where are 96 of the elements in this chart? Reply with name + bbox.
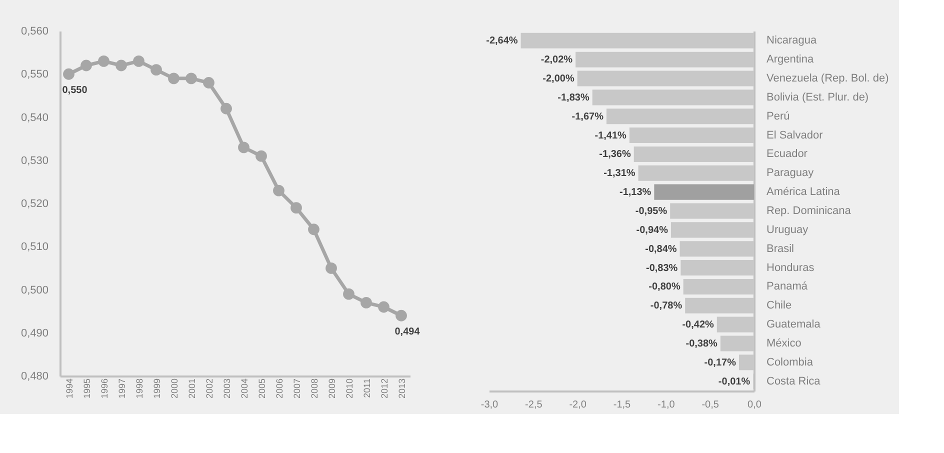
y-tick-label: 0,530 — [20, 154, 48, 167]
data-label: -0,84% — [645, 244, 677, 255]
data-label: -0,17% — [704, 357, 736, 368]
y-tick-label: Panamá — [766, 280, 808, 293]
data-label: -0,95% — [635, 206, 668, 217]
point — [80, 60, 92, 72]
y-tick-label: El Salvador — [766, 129, 824, 142]
x-tick-label: 2002 — [204, 378, 214, 399]
x-tick-label: 2005 — [256, 378, 267, 399]
point — [116, 60, 127, 72]
x-tick-label: 2000 — [169, 378, 180, 399]
y-tick-label: Ecuador — [766, 148, 808, 160]
y-tick-label: Colombia — [766, 356, 814, 368]
data-label: 0,550 — [62, 85, 88, 96]
point — [133, 56, 144, 67]
point — [168, 72, 180, 84]
y-tick-label: 0,520 — [20, 198, 48, 210]
x-tick-label: -1,5 — [613, 400, 632, 410]
point — [203, 77, 214, 88]
x-tick-label: 2008 — [309, 378, 320, 399]
x-tick-label: 1997 — [116, 378, 127, 399]
point — [396, 310, 407, 322]
data-label: -0,80% — [648, 282, 680, 293]
x-tick-label: 2001 — [186, 378, 197, 399]
y-tick-label: México — [766, 337, 802, 350]
point — [238, 142, 250, 154]
x-tick-label: 0,0 — [748, 400, 762, 410]
y-tick-label: Guatemala — [766, 318, 822, 331]
x-tick-label: 2004 — [239, 378, 250, 399]
point — [150, 64, 162, 76]
y-tick-label: Paraguay — [766, 167, 814, 180]
x-tick-label: 2006 — [274, 378, 284, 399]
data-label: -2,02% — [540, 54, 573, 66]
x-tick-label: -2,5 — [525, 400, 543, 410]
data-label: -0,78% — [650, 300, 682, 312]
data-label: -1,31% — [604, 168, 636, 180]
x-tick-label: 2010 — [344, 378, 354, 399]
x-tick-label: -2,0 — [569, 400, 587, 410]
y-tick-label: Nicaragua — [766, 34, 818, 47]
x-tick-label: 2003 — [222, 378, 232, 399]
data-label: -1,41% — [594, 130, 627, 142]
x-tick-label: 2009 — [326, 378, 337, 399]
point — [360, 297, 372, 308]
y-tick-label: Costa Rica — [766, 375, 822, 388]
y-tick-label: 0,480 — [20, 370, 48, 382]
y-tick-label: 0,550 — [20, 68, 48, 81]
y-tick-label: 0,490 — [20, 327, 48, 340]
y-tick-label: Rep. Dominicana — [766, 205, 852, 217]
y-tick-label: Uruguay — [766, 224, 809, 236]
point — [308, 224, 320, 236]
x-tick-label: -0,5 — [702, 400, 720, 410]
y-tick-label: América Latina — [766, 186, 841, 198]
point — [220, 102, 232, 114]
y-tick-label: Chile — [766, 300, 792, 312]
x-tick-label: -3,0 — [480, 400, 499, 410]
data-label: -1,36% — [599, 149, 631, 160]
x-tick-label: 2007 — [292, 378, 302, 399]
data-label: -1,13% — [619, 187, 652, 198]
y-tick-label: 0,560 — [20, 26, 48, 38]
point — [378, 301, 390, 313]
data-label: -1,83% — [558, 92, 590, 104]
data-label: -2,64% — [486, 36, 518, 47]
data-label: -1,67% — [572, 111, 604, 122]
y-tick-label: Perú — [766, 110, 790, 122]
x-tick-label: 2011 — [362, 378, 372, 398]
x-tick-label: 1996 — [99, 378, 110, 399]
data-label: -0,94% — [636, 224, 668, 236]
y-tick-label: Honduras — [766, 262, 815, 274]
data-label: -0,42% — [682, 320, 714, 331]
y-tick-label: Argentina — [766, 54, 814, 66]
y-tick-label: 0,540 — [20, 112, 48, 124]
point — [326, 262, 337, 274]
point — [98, 56, 110, 67]
y-tick-label: Brasil — [766, 242, 794, 255]
point — [256, 150, 267, 162]
point — [186, 72, 197, 84]
data-label: -2,00% — [542, 74, 574, 85]
data-label: 0,494 — [394, 326, 420, 338]
x-tick-label: 1998 — [134, 378, 144, 399]
x-tick-label: 1995 — [82, 378, 92, 399]
data-label: -0,38% — [686, 338, 718, 350]
x-tick-label: 1994 — [64, 378, 74, 399]
point — [290, 202, 302, 214]
y-tick-label: 0,500 — [20, 284, 48, 296]
y-tick-label: Bolivia (Est. Plur. de) — [766, 91, 869, 104]
point — [343, 288, 354, 300]
x-tick-label: 2013 — [396, 378, 407, 399]
y-tick-label: Venezuela (Rep. Bol. de) — [766, 72, 889, 85]
point — [273, 184, 284, 196]
point — [63, 68, 74, 80]
x-tick-label: 1999 — [152, 378, 162, 399]
y-tick-label: 0,510 — [20, 241, 48, 254]
x-tick-label: 2012 — [379, 378, 390, 399]
data-label: -0,83% — [646, 262, 678, 274]
x-tick-label: -1,0 — [658, 400, 676, 410]
data-label: -0,01% — [718, 376, 750, 388]
